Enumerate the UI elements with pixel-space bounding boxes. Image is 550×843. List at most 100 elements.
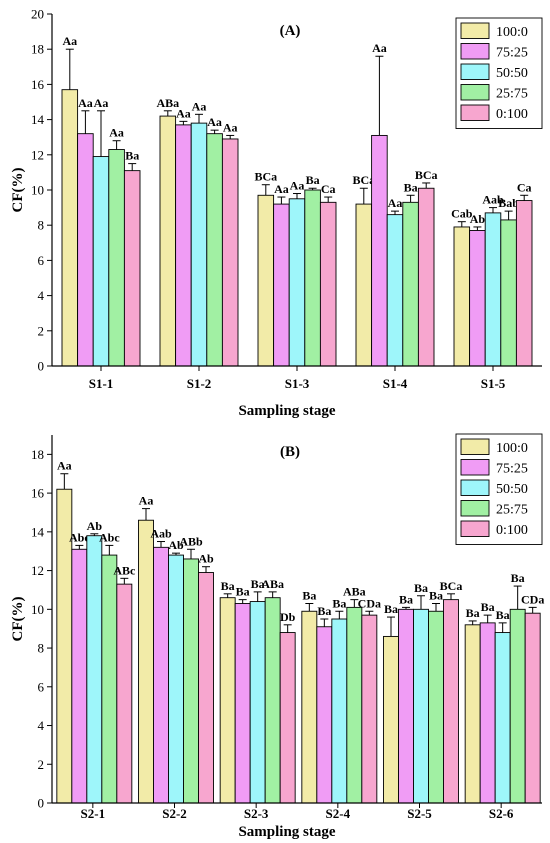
b-letter-S2-6-100:0: Ba: [466, 606, 480, 620]
b-letter-S2-1-100:0: Aa: [57, 459, 72, 473]
b-legend-label-0:100: 0:100: [496, 523, 528, 538]
a-ytick-label-10: 20: [31, 7, 44, 22]
b-legend-label-25:75: 25:75: [496, 503, 528, 518]
b-legend-swatch-0:100: [460, 520, 490, 537]
b-legend-label-50:50: 50:50: [496, 482, 528, 497]
b-letter-S2-5-75:25: Ba: [399, 592, 413, 606]
a-legend-swatch-0:100: [460, 104, 490, 121]
a-legend-label-25:75: 25:75: [496, 87, 528, 102]
a-bar-S1-1-25:75: [108, 149, 125, 367]
panel-b-chart: 024681012141618AaAbcAbAbcABcS2-1AaAabAbA…: [10, 433, 544, 840]
b-x-axis-title: Sampling stage: [238, 824, 335, 840]
a-letter-S1-3-25:75: Ba: [306, 173, 320, 187]
a-letter-S1-4-100:0: BCa: [352, 173, 375, 187]
a-letter-S1-1-75:25: Aa: [78, 96, 93, 110]
b-bar-S2-3-50:50: [249, 601, 266, 804]
a-legend-swatch-25:75: [460, 84, 490, 101]
b-letter-S2-1-25:75: Abc: [99, 530, 120, 544]
a-letter-S1-4-25:75: Ba: [404, 180, 418, 194]
b-ytick-label-6: 12: [31, 563, 44, 578]
b-bar-S2-3-75:25: [234, 603, 251, 804]
a-bar-S1-2-0:100: [221, 138, 239, 367]
a-y-axis-title: CF(%): [10, 168, 26, 213]
a-bar-S1-3-50:50: [288, 198, 306, 367]
a-bar-S1-2-100:0: [159, 115, 177, 367]
a-bar-S1-1-50:50: [92, 156, 110, 367]
b-letter-S2-2-50:50: Ab: [168, 538, 184, 552]
b-letter-S2-6-75:25: Ba: [481, 600, 495, 614]
b-letter-S2-3-75:25: Ba: [236, 585, 250, 599]
a-bar-S1-3-25:75: [304, 189, 321, 367]
a-letter-S1-5-0:100: Ca: [517, 180, 532, 194]
a-letter-S1-5-75:25: Ab: [470, 212, 486, 226]
b-letter-S2-2-0:100: Ab: [198, 552, 214, 566]
a-legend-swatch-50:50: [460, 63, 490, 80]
b-bar-S2-4-100:0: [301, 610, 318, 804]
b-legend-label-100:0: 100:0: [496, 441, 528, 456]
b-bar-S2-4-25:75: [346, 606, 363, 804]
a-letter-S1-2-50:50: Aa: [192, 99, 207, 113]
a-bar-S1-5-100:0: [453, 226, 471, 367]
b-bar-S2-4-75:25: [316, 626, 333, 804]
b-letter-S2-3-100:0: Ba: [221, 579, 235, 593]
b-xtick-label-S2-6: S2-6: [489, 806, 514, 821]
b-ytick-label-7: 14: [31, 524, 45, 539]
a-bar-S1-5-0:100: [515, 200, 533, 367]
a-bar-S1-1-0:100: [123, 170, 141, 367]
a-ytick-label-2: 4: [38, 288, 45, 303]
a-letter-S1-2-25:75: Aa: [207, 115, 222, 129]
a-legend-label-0:100: 0:100: [496, 107, 528, 122]
a-ytick-label-8: 16: [31, 77, 45, 92]
b-bar-S2-5-50:50: [413, 608, 429, 804]
a-x-axis-title: Sampling stage: [238, 403, 335, 419]
a-letter-S1-5-100:0: Cab: [451, 207, 473, 221]
a-letter-S1-4-75:25: Aa: [372, 41, 387, 55]
a-bar-S1-4-50:50: [386, 214, 404, 367]
b-bar-S2-4-0:100: [361, 614, 378, 804]
b-ytick-label-4: 8: [38, 641, 45, 656]
b-bar-S2-6-0:100: [524, 612, 541, 804]
b-bar-S2-2-0:100: [198, 572, 214, 804]
b-xtick-label-S2-2: S2-2: [162, 806, 187, 821]
b-bar-S2-2-75:25: [153, 546, 169, 804]
a-letter-S1-3-75:25: Aa: [274, 182, 289, 196]
b-bar-S2-4-50:50: [331, 618, 348, 804]
b-bar-S2-6-75:25: [479, 622, 496, 804]
b-legend-swatch-75:25: [460, 459, 490, 476]
b-chart-title: (B): [280, 444, 300, 460]
b-letter-S2-4-50:50: Ba: [332, 596, 346, 610]
a-ytick-label-3: 6: [38, 253, 45, 268]
b-bar-S2-3-25:75: [264, 597, 281, 804]
a-bar-S1-4-25:75: [402, 201, 419, 367]
b-ytick-label-5: 10: [31, 602, 44, 617]
a-bar-S1-2-50:50: [190, 122, 208, 367]
b-letter-S2-2-75:25: Aab: [150, 527, 172, 541]
a-bar-S1-3-100:0: [257, 194, 275, 367]
a-bar-S1-4-0:100: [417, 187, 435, 367]
b-letter-S2-2-100:0: Aa: [139, 494, 154, 508]
a-ytick-label-5: 10: [31, 183, 44, 198]
b-letter-S2-3-50:50: Ba: [251, 577, 265, 591]
b-letter-S2-5-100:0: Ba: [384, 602, 398, 616]
a-legend-label-100:0: 100:0: [496, 25, 528, 40]
a-letter-S1-1-100:0: Aa: [62, 34, 77, 48]
b-ytick-label-1: 2: [38, 757, 45, 772]
b-bar-S2-1-0:100: [116, 583, 133, 804]
b-y-axis-title: CF(%): [10, 597, 26, 642]
b-ytick-label-8: 16: [31, 486, 45, 501]
b-ytick-label-9: 18: [31, 447, 44, 462]
a-letter-S1-2-75:25: Aa: [176, 106, 191, 120]
a-legend-swatch-75:25: [460, 43, 490, 60]
b-xtick-label-S2-3: S2-3: [244, 806, 269, 821]
b-ytick-label-2: 4: [38, 718, 45, 733]
a-letter-S1-4-0:100: BCa: [415, 168, 438, 182]
a-bar-S1-4-100:0: [355, 203, 373, 367]
a-letter-S1-1-50:50: Aa: [94, 96, 109, 110]
a-legend-label-75:25: 75:25: [496, 46, 528, 61]
b-letter-S2-6-50:50: Ba: [496, 608, 510, 622]
b-bar-S2-5-100:0: [383, 635, 399, 804]
a-legend-label-50:50: 50:50: [496, 66, 528, 81]
a-ytick-label-6: 12: [31, 147, 44, 162]
a-bar-S1-5-75:25: [469, 230, 486, 367]
